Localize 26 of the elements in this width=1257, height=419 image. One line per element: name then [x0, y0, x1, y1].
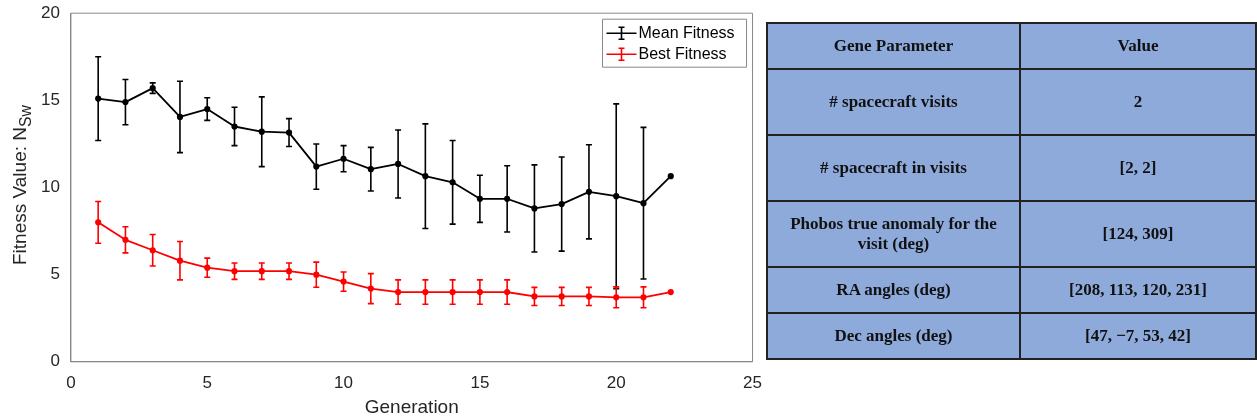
y-tick-label: 15	[40, 90, 60, 110]
legend-label: Best Fitness	[638, 44, 727, 62]
text: [2, 2]	[1020, 135, 1256, 201]
x-tick-label: 15	[470, 372, 490, 392]
x-tick-label: 10	[334, 372, 354, 392]
text: [47, −7, 53, 42]	[1020, 313, 1256, 359]
text: RA angles (deg)	[767, 267, 1020, 313]
legend-label: Mean Fitness	[638, 23, 735, 41]
text: # spacecraft in visits	[767, 135, 1020, 201]
text: [208, 113, 120, 231]	[1020, 267, 1256, 313]
text: Value	[1020, 23, 1256, 69]
y-tick-label: 5	[50, 264, 60, 284]
text: Phobos true anomaly for the visit (deg)	[767, 201, 1020, 267]
x-tick-label: 20	[606, 372, 626, 392]
x-tick-label: 25	[743, 372, 763, 392]
y-tick-label: 20	[40, 2, 60, 22]
text: [124, 309]	[1020, 201, 1256, 267]
x-tick-label: 5	[202, 372, 212, 392]
x-axis-title: Generation	[364, 395, 459, 417]
text: Dec angles (deg)	[767, 313, 1020, 359]
text: # spacecraft visits	[767, 69, 1020, 135]
text: Gene Parameter	[767, 23, 1020, 69]
x-tick-label: 0	[66, 372, 76, 392]
text: 2	[1020, 69, 1256, 135]
y-tick-label: 10	[40, 177, 60, 197]
y-tick-label: 0	[50, 351, 60, 371]
